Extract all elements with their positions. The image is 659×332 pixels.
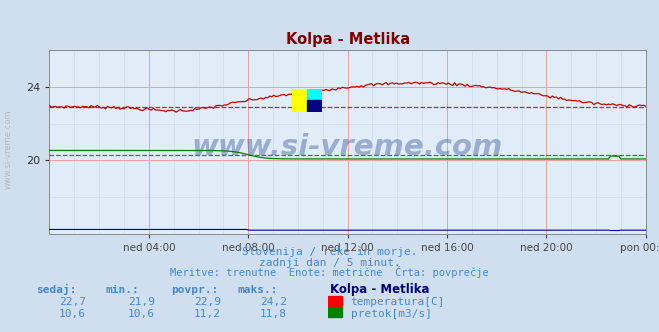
- Text: pretok[m3/s]: pretok[m3/s]: [351, 309, 432, 319]
- Bar: [293, 89, 307, 112]
- Text: Slovenija / reke in morje.: Slovenija / reke in morje.: [242, 247, 417, 257]
- Text: www.si-vreme.com: www.si-vreme.com: [3, 110, 13, 189]
- Text: min.:: min.:: [105, 285, 139, 295]
- Text: 10,6: 10,6: [59, 309, 86, 319]
- Bar: [328, 307, 343, 317]
- Bar: [307, 101, 322, 112]
- Text: temperatura[C]: temperatura[C]: [351, 297, 445, 307]
- Text: 11,2: 11,2: [194, 309, 221, 319]
- Bar: [328, 296, 343, 306]
- Text: maks.:: maks.:: [237, 285, 277, 295]
- Text: 11,8: 11,8: [260, 309, 287, 319]
- Text: zadnji dan / 5 minut.: zadnji dan / 5 minut.: [258, 258, 401, 268]
- Title: Kolpa - Metlika: Kolpa - Metlika: [285, 32, 410, 47]
- Text: 22,7: 22,7: [59, 297, 86, 307]
- Bar: [307, 89, 322, 101]
- Text: 24,2: 24,2: [260, 297, 287, 307]
- Text: 10,6: 10,6: [129, 309, 155, 319]
- Text: 22,9: 22,9: [194, 297, 221, 307]
- Text: Meritve: trenutne  Enote: metrične  Črta: povprečje: Meritve: trenutne Enote: metrične Črta: …: [170, 266, 489, 278]
- Text: povpr.:: povpr.:: [171, 285, 219, 295]
- Text: www.si-vreme.com: www.si-vreme.com: [192, 133, 503, 161]
- Text: Kolpa - Metlika: Kolpa - Metlika: [330, 283, 429, 296]
- Text: 21,9: 21,9: [129, 297, 155, 307]
- Text: sedaj:: sedaj:: [36, 284, 76, 295]
